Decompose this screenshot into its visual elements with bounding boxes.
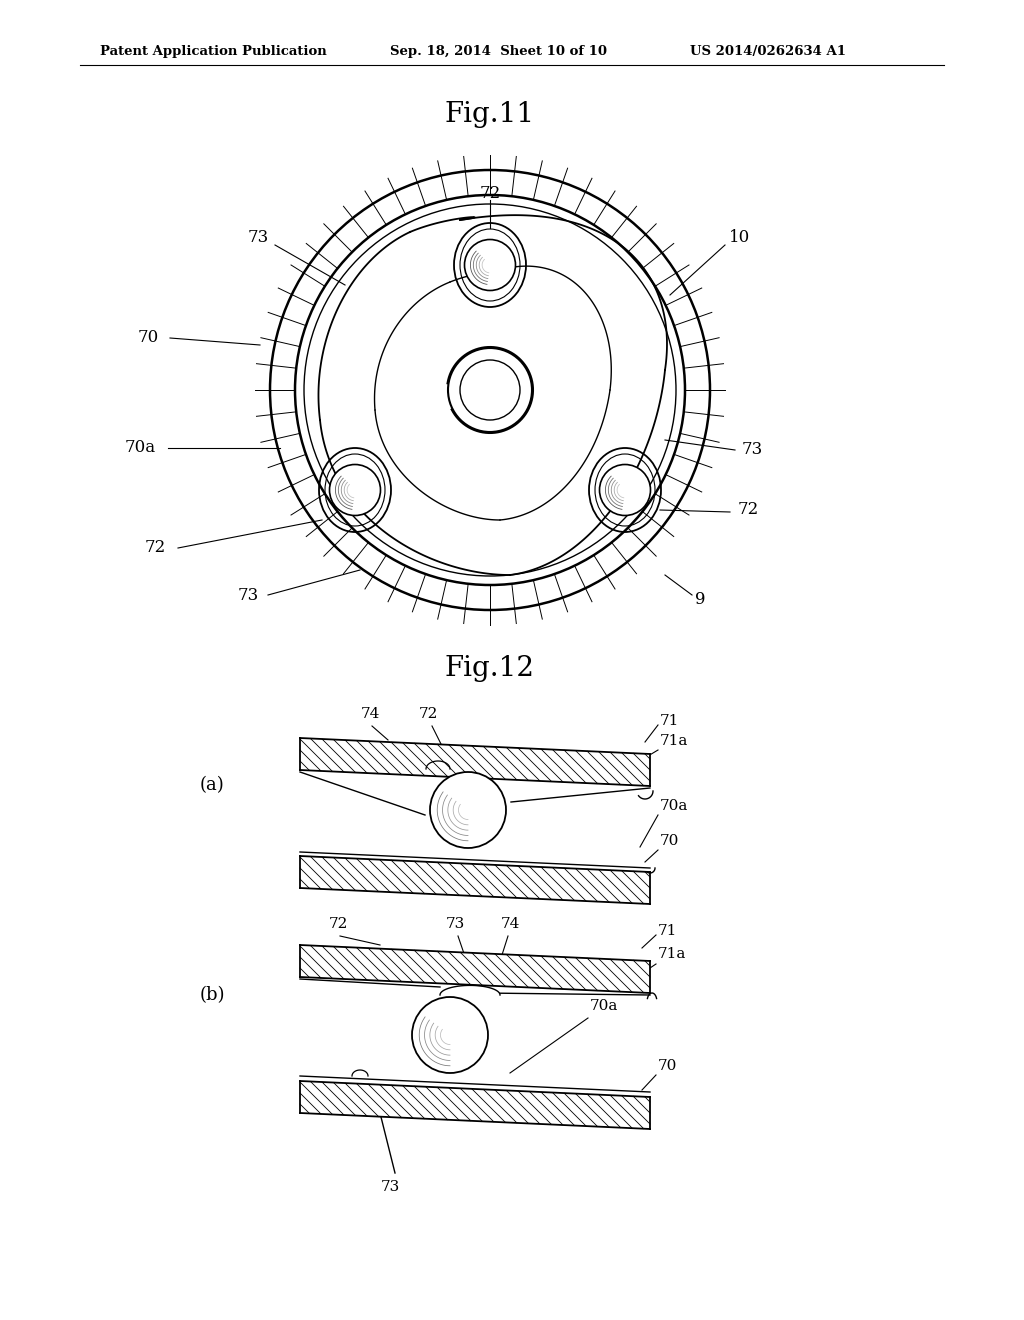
Text: 73: 73 [380, 1180, 399, 1195]
Text: (a): (a) [200, 776, 224, 795]
Circle shape [446, 346, 534, 434]
Text: Sep. 18, 2014  Sheet 10 of 10: Sep. 18, 2014 Sheet 10 of 10 [390, 45, 607, 58]
Text: 71a: 71a [658, 946, 686, 961]
Circle shape [599, 465, 650, 516]
Text: 73: 73 [248, 230, 268, 247]
Text: 74: 74 [501, 917, 520, 931]
Circle shape [330, 465, 381, 516]
Text: 70a: 70a [660, 799, 688, 813]
Circle shape [465, 239, 515, 290]
Text: 71a: 71a [660, 734, 688, 748]
Text: US 2014/0262634 A1: US 2014/0262634 A1 [690, 45, 846, 58]
Text: 70: 70 [137, 330, 159, 346]
Text: 72: 72 [737, 502, 759, 519]
Text: 72: 72 [329, 917, 348, 931]
Text: Fig.12: Fig.12 [445, 655, 535, 681]
Text: 10: 10 [729, 230, 751, 247]
Text: 72: 72 [144, 540, 166, 557]
Text: 72: 72 [419, 708, 437, 721]
Text: 70: 70 [658, 1059, 677, 1073]
Text: 70: 70 [660, 834, 679, 847]
Polygon shape [300, 945, 650, 993]
Circle shape [295, 195, 685, 585]
Text: 71: 71 [660, 714, 679, 729]
Polygon shape [300, 738, 650, 785]
Text: 74: 74 [360, 708, 380, 721]
Text: 70a: 70a [125, 440, 156, 457]
Text: Patent Application Publication: Patent Application Publication [100, 45, 327, 58]
Polygon shape [300, 1081, 650, 1129]
Text: 73: 73 [445, 917, 465, 931]
Text: Fig.11: Fig.11 [445, 102, 536, 128]
Polygon shape [300, 855, 650, 904]
Circle shape [412, 997, 488, 1073]
Text: 73: 73 [741, 441, 763, 458]
Circle shape [430, 772, 506, 847]
Text: 70a: 70a [590, 999, 618, 1012]
Text: 72: 72 [479, 185, 501, 202]
Text: 71: 71 [658, 924, 677, 939]
Text: (b): (b) [200, 986, 225, 1005]
Text: 73: 73 [238, 586, 259, 603]
Text: 9: 9 [694, 591, 706, 609]
